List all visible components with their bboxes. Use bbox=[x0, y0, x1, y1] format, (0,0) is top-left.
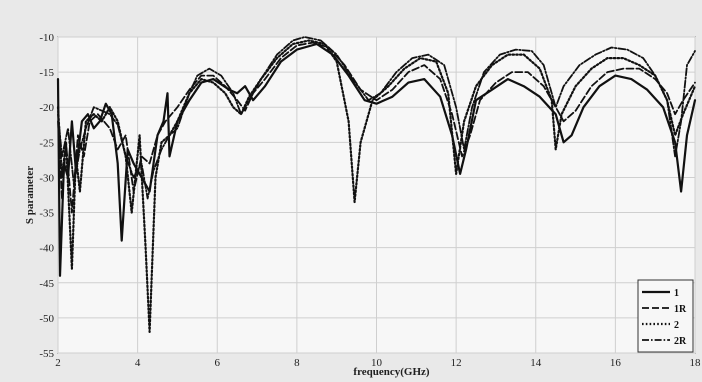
y-tick-label: -55 bbox=[39, 348, 54, 360]
legend-label: 2R bbox=[674, 336, 687, 347]
x-tick-label: 12 bbox=[451, 357, 462, 369]
x-tick-label: 2 bbox=[55, 357, 61, 369]
legend-label: 1 bbox=[674, 288, 679, 299]
x-tick-label: 10 bbox=[371, 357, 383, 369]
x-tick-label: 14 bbox=[530, 357, 542, 369]
y-tick-label: -45 bbox=[39, 278, 54, 290]
x-axis-label: frequency(GHz) bbox=[353, 366, 430, 378]
legend-label: 1R bbox=[674, 304, 687, 315]
y-tick-label: -30 bbox=[39, 172, 54, 184]
y-tick-label: -50 bbox=[39, 313, 54, 325]
y-tick-label: -20 bbox=[39, 102, 54, 114]
series-line-1 bbox=[56, 42, 697, 277]
series-line-2R bbox=[57, 36, 696, 200]
legend-label: 2 bbox=[674, 320, 679, 331]
legend: 1 1R 2 2R bbox=[637, 279, 694, 353]
tick-labels: 2 4 6 8 10 12 14 16 18-10-15-20-25-30-35-40-45-5… bbox=[39, 32, 701, 369]
grid-lines bbox=[57, 36, 696, 354]
y-tick-label: -35 bbox=[39, 208, 54, 220]
y-tick-label: -15 bbox=[39, 67, 54, 79]
x-tick-label: 4 bbox=[135, 357, 141, 369]
x-tick-label: 6 bbox=[215, 357, 221, 369]
y-tick-label: -25 bbox=[39, 137, 54, 149]
y-tick-label: -40 bbox=[39, 243, 54, 255]
x-tick-label: 18 bbox=[690, 357, 702, 369]
y-axis-label: S parameter bbox=[24, 166, 36, 224]
y-tick-label: -10 bbox=[39, 32, 54, 44]
x-tick-label: 16 bbox=[610, 357, 622, 369]
series-layer bbox=[56, 36, 697, 333]
series-line-1R bbox=[57, 41, 696, 214]
x-tick-label: 8 bbox=[294, 357, 300, 369]
